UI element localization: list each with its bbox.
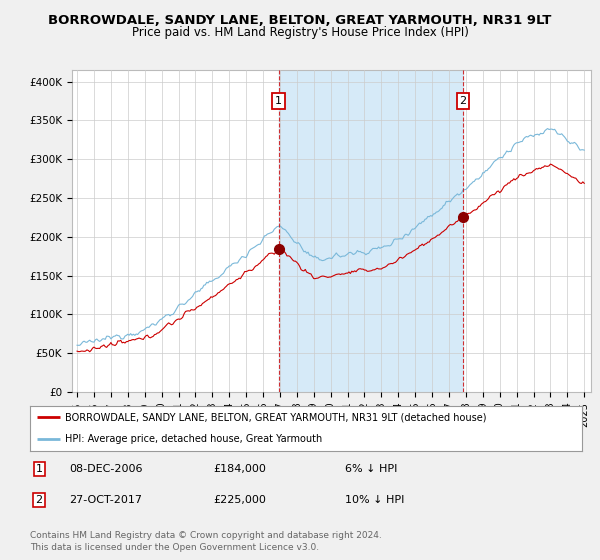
Bar: [278, 70, 463, 392]
Text: 2: 2: [459, 96, 466, 106]
Text: 27-OCT-2017: 27-OCT-2017: [69, 494, 142, 505]
Text: 6% ↓ HPI: 6% ↓ HPI: [345, 464, 397, 474]
Text: £184,000: £184,000: [213, 464, 266, 474]
Text: 2: 2: [35, 494, 43, 505]
Text: BORROWDALE, SANDY LANE, BELTON, GREAT YARMOUTH, NR31 9LT: BORROWDALE, SANDY LANE, BELTON, GREAT YA…: [49, 14, 551, 27]
Text: BORROWDALE, SANDY LANE, BELTON, GREAT YARMOUTH, NR31 9LT (detached house): BORROWDALE, SANDY LANE, BELTON, GREAT YA…: [65, 412, 486, 422]
Text: 1: 1: [35, 464, 43, 474]
Text: 1: 1: [275, 96, 282, 106]
Text: Contains HM Land Registry data © Crown copyright and database right 2024.
This d: Contains HM Land Registry data © Crown c…: [30, 531, 382, 552]
Text: £225,000: £225,000: [213, 494, 266, 505]
Text: 08-DEC-2006: 08-DEC-2006: [69, 464, 143, 474]
Text: Price paid vs. HM Land Registry's House Price Index (HPI): Price paid vs. HM Land Registry's House …: [131, 26, 469, 39]
Text: 10% ↓ HPI: 10% ↓ HPI: [345, 494, 404, 505]
Text: HPI: Average price, detached house, Great Yarmouth: HPI: Average price, detached house, Grea…: [65, 433, 322, 444]
